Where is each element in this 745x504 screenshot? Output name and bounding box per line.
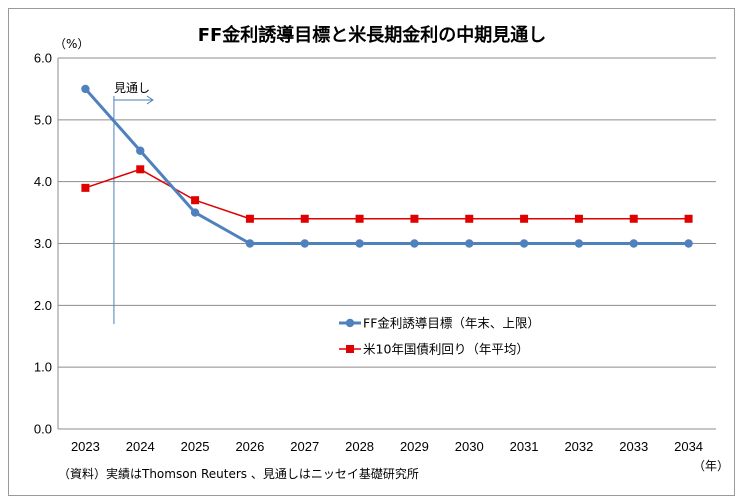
data-point-marker: [629, 239, 638, 248]
gridlines: [58, 57, 716, 368]
series-line-1: [85, 168, 689, 220]
data-point-marker: [300, 214, 309, 223]
data-point-marker: [574, 239, 584, 248]
chart-frame: [8, 8, 735, 496]
data-point-marker: [300, 239, 309, 248]
x-tick-label: 2024: [126, 439, 155, 454]
data-point-marker: [684, 239, 693, 248]
y-tick-label: 1.0: [34, 360, 52, 375]
y-tick-label: 5.0: [34, 112, 52, 127]
y-tick-label: 3.0: [34, 236, 52, 251]
data-point-marker: [245, 214, 254, 223]
legend-swatch-marker: [346, 345, 354, 353]
series-line-0: [84, 87, 689, 245]
y-tick-label: 0.0: [34, 422, 52, 437]
data-point-marker: [519, 239, 529, 248]
legend: FF金利誘導目標（年末、上限） 米10年国債利回り（年平均）: [339, 316, 540, 357]
data-point-marker: [629, 214, 638, 223]
forecast-arrow-head: [146, 95, 154, 105]
y-tick-label: 4.0: [34, 174, 52, 189]
data-point-marker: [684, 214, 693, 223]
y-tick-label: 6.0: [34, 51, 52, 66]
data-point-marker: [520, 214, 529, 223]
legend-swatch-marker: [345, 318, 355, 328]
x-tick-label: 2031: [510, 439, 539, 454]
source-note: （資料）実績はThomson Reuters 、見通しはニッセイ基礎研究所: [58, 466, 419, 481]
x-tick-label: 2029: [400, 439, 429, 454]
x-tick-label: 2027: [290, 439, 319, 454]
x-tick-label: 2026: [235, 439, 264, 454]
data-point-marker: [410, 239, 419, 248]
x-tick-label: 2023: [71, 439, 100, 454]
data-point-marker: [190, 208, 200, 217]
forecast-annotation: 見通し: [113, 81, 154, 324]
data-point-marker: [136, 165, 145, 174]
data-point-marker: [410, 214, 419, 223]
data-point-marker: [81, 183, 90, 192]
x-tick-label: 2034: [674, 439, 703, 454]
data-point-marker: [465, 239, 474, 248]
x-tick-label: 2032: [564, 439, 593, 454]
data-point-marker: [136, 146, 145, 155]
data-point-marker: [574, 214, 583, 223]
series: [81, 84, 693, 248]
x-tick-label: 2025: [181, 439, 210, 454]
x-tick-label: 2033: [619, 439, 648, 454]
data-point-marker: [465, 214, 474, 223]
x-tick-label: 2028: [345, 439, 374, 454]
axes: 0.0 1.0 2.0 3.0 4.0 5.0 6.0 2023 2024 2025 2026 202…: [34, 51, 716, 454]
y-tick-label: 2.0: [34, 298, 52, 313]
data-point-marker: [245, 239, 255, 248]
x-axis-unit: （年）: [693, 459, 729, 473]
forecast-label: 見通し: [114, 81, 150, 95]
chart-title: FF金利誘導目標と米長期金利の中期見通し: [198, 24, 547, 46]
y-axis-unit: （%）: [54, 37, 89, 51]
data-point-marker: [355, 214, 364, 223]
data-point-marker: [355, 239, 364, 248]
data-point-marker: [81, 84, 90, 94]
legend-label: 米10年国債利回り（年平均）: [363, 342, 529, 357]
legend-label: FF金利誘導目標（年末、上限）: [363, 316, 540, 331]
x-tick-label: 2030: [455, 439, 484, 454]
data-point-marker: [191, 196, 200, 205]
